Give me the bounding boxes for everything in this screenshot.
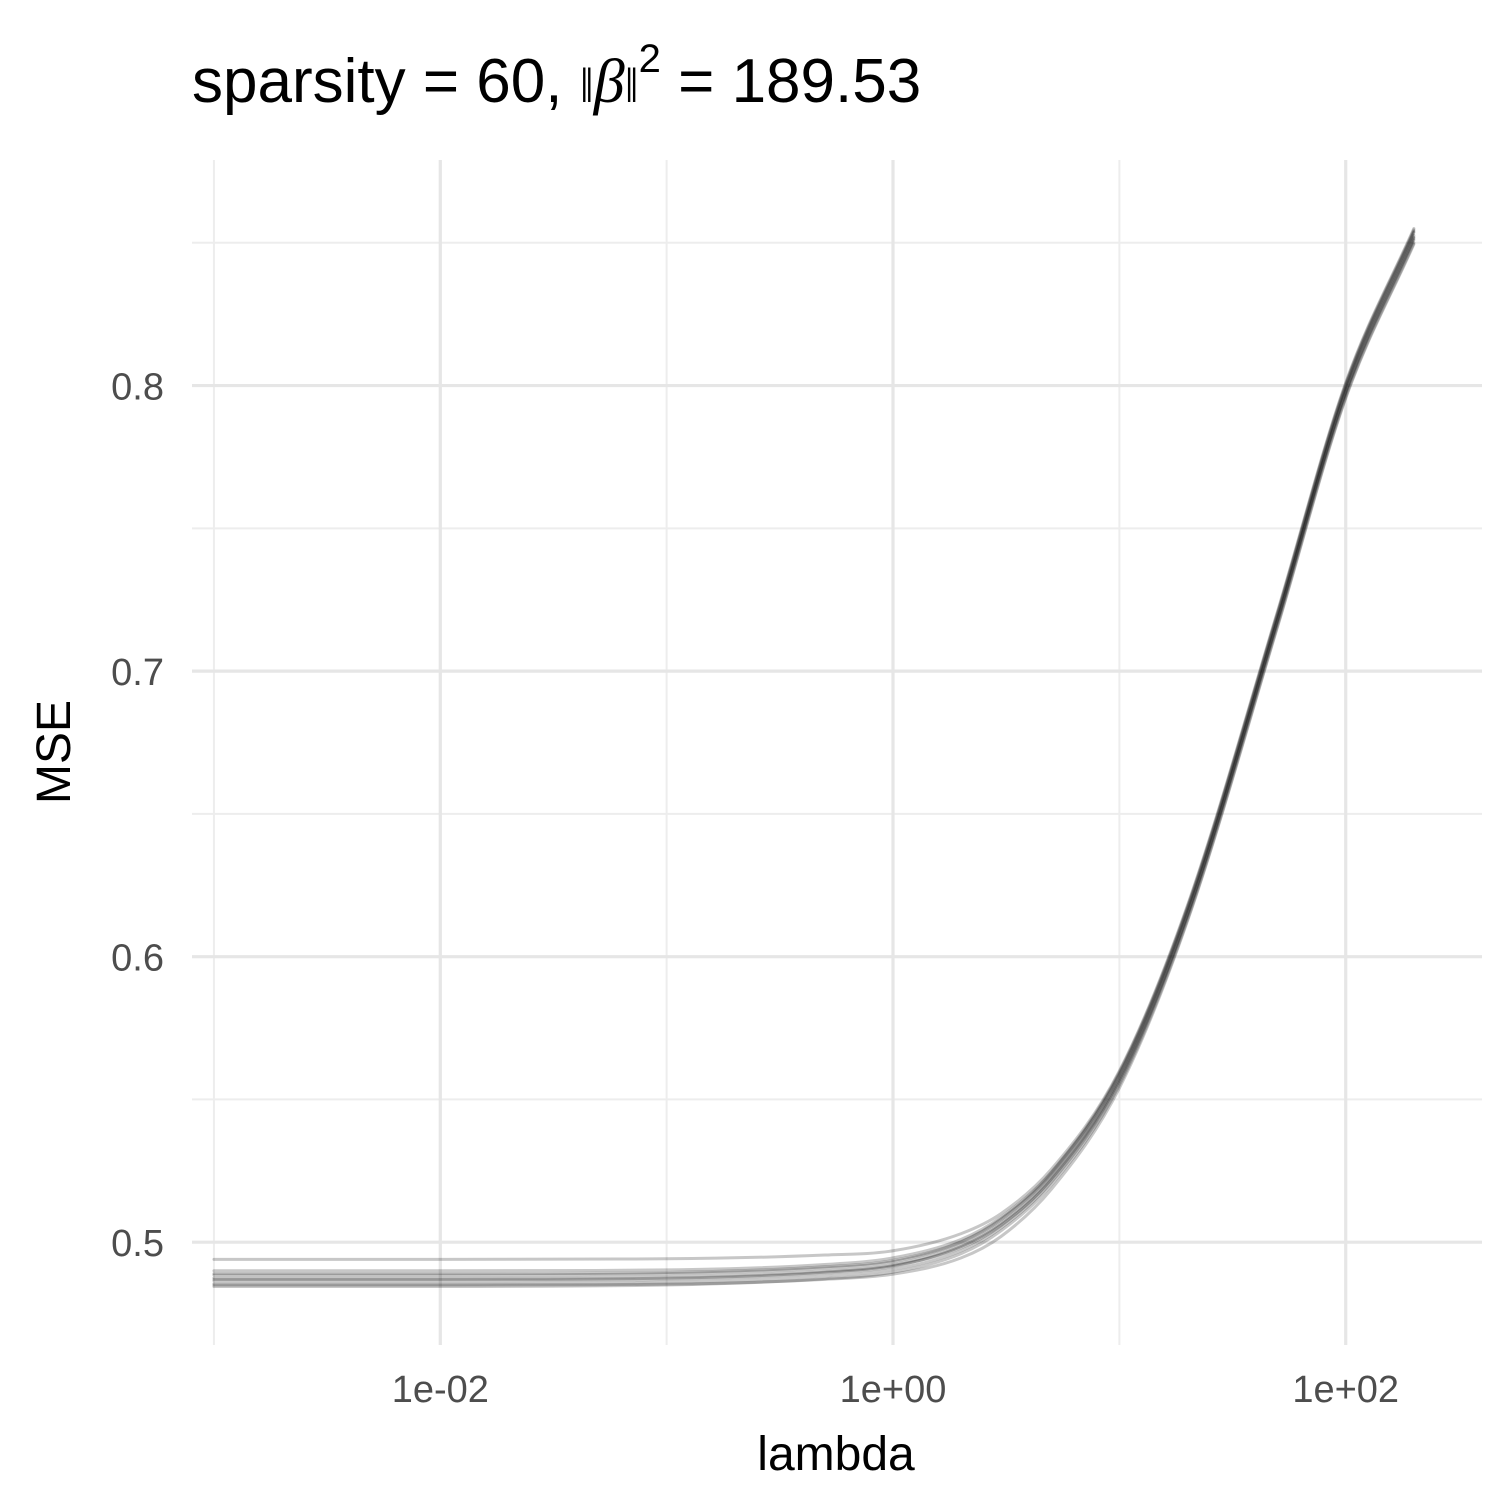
series-line-4 (212, 231, 1416, 1277)
title-prefix: sparsity = 60, (192, 47, 580, 116)
series-line-0 (212, 241, 1416, 1288)
title-superscript: 2 (639, 37, 661, 81)
series-lines (212, 227, 1416, 1288)
title-suffix: = 189.53 (661, 47, 921, 116)
series-line-5 (212, 228, 1416, 1273)
series-line-9 (212, 229, 1416, 1276)
x-tick-labels: 1e-02 1e+00 1e+02 (392, 1369, 1399, 1411)
title-norm-right: ‖ (625, 57, 639, 113)
series-line-2 (212, 235, 1416, 1283)
series-line-6 (212, 227, 1416, 1261)
y-tick-label-3: 0.8 (111, 367, 164, 409)
major-gridlines (192, 160, 1482, 1345)
y-tick-label-2: 0.7 (111, 652, 164, 694)
y-tick-labels: 0.5 0.6 0.7 0.8 (111, 367, 164, 1266)
series-line-1 (212, 238, 1416, 1286)
minor-gridlines (192, 160, 1482, 1345)
chart-title: sparsity = 60, ‖β‖2 = 189.53 (192, 37, 921, 116)
series-line-8 (212, 236, 1416, 1281)
y-tick-label-1: 0.6 (111, 938, 164, 980)
series-line-3 (212, 233, 1416, 1280)
title-beta-symbol: β (593, 48, 625, 116)
x-tick-label-0: 1e-02 (392, 1369, 489, 1411)
title-norm-left: ‖ (580, 57, 594, 113)
series-line-7 (212, 242, 1416, 1287)
x-axis-title: lambda (757, 1428, 915, 1481)
x-tick-label-2: 1e+02 (1292, 1369, 1399, 1411)
x-tick-label-1: 1e+00 (840, 1369, 947, 1411)
y-axis-title: MSE (28, 700, 81, 804)
y-tick-label-0: 0.5 (111, 1223, 164, 1265)
